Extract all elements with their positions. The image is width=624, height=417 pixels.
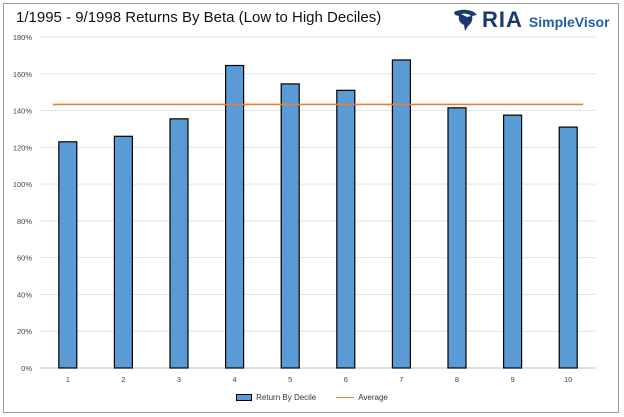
y-tick-label: 20% <box>17 327 32 336</box>
x-tick-label: 10 <box>564 375 572 384</box>
legend-label-bar: Return By Decile <box>256 393 317 402</box>
y-tick-label: 40% <box>17 290 32 299</box>
x-tick-label: 6 <box>344 375 348 384</box>
bar-decile-1 <box>58 141 78 369</box>
y-tick-label: 120% <box>13 143 33 152</box>
x-tick-label: 7 <box>399 375 403 384</box>
legend-item-line: Average <box>336 393 388 402</box>
chart-title: 1/1995 - 9/1998 Returns By Beta (Low to … <box>16 9 382 26</box>
bar-decile-8 <box>447 107 467 369</box>
x-tick-label: 3 <box>177 375 181 384</box>
axes: 0% 20% 40% 60% 80% 100% 120% 140% 160% 180% 1 2 3 4 5 6… <box>13 33 573 384</box>
legend-label-line: Average <box>358 393 388 402</box>
legend: Return By Decile Average <box>0 393 624 402</box>
bar-decile-7 <box>391 59 411 369</box>
x-tick-label: 9 <box>511 375 515 384</box>
x-tick-label: 1 <box>66 375 70 384</box>
y-tick-label: 140% <box>13 107 33 116</box>
bar-decile-5 <box>280 83 300 369</box>
y-tick-label: 80% <box>17 217 32 226</box>
legend-swatch-line <box>336 397 355 398</box>
bar-decile-9 <box>503 114 523 369</box>
eagle-icon <box>454 9 477 31</box>
y-tick-label: 180% <box>13 33 33 42</box>
y-tick-label: 160% <box>13 70 33 79</box>
x-tick-label: 4 <box>233 375 237 384</box>
bar-decile-3 <box>169 118 189 369</box>
y-tick-label: 0% <box>21 364 32 373</box>
ria-simplevisor-logo: RIA SimpleVisor <box>452 7 610 33</box>
y-tick-label: 60% <box>17 254 32 263</box>
bar-decile-6 <box>336 89 356 369</box>
legend-swatch-bar <box>236 394 253 401</box>
logo-brand-text: RIA <box>482 7 523 32</box>
y-tick-label: 100% <box>13 180 33 189</box>
bars <box>58 59 578 369</box>
bar-decile-10 <box>558 126 578 369</box>
x-tick-label: 8 <box>455 375 459 384</box>
bar-decile-2 <box>113 135 134 369</box>
bar-decile-4 <box>225 64 245 369</box>
x-tick-label: 2 <box>121 375 125 384</box>
logo-product-text: SimpleVisor <box>528 13 610 30</box>
legend-item-bar: Return By Decile <box>236 393 316 402</box>
x-tick-label: 5 <box>288 375 292 384</box>
